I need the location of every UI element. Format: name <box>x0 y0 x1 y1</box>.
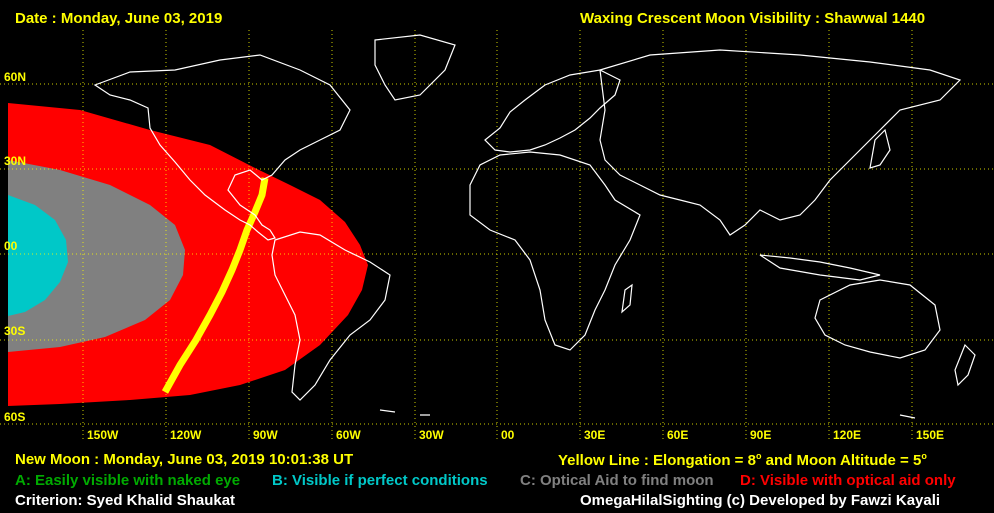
lon-label-120e: 120E <box>833 428 862 442</box>
yellow-line-legend: Yellow Line : Elongation = 8o and Moon A… <box>558 451 927 469</box>
legend-c: C: Optical Aid to find moon <box>520 472 714 489</box>
criterion-label: Criterion: Syed Khalid Shaukat <box>15 492 236 509</box>
lat-label-60n: 60N <box>4 70 27 84</box>
lon-label-00: 00 <box>501 428 515 442</box>
degree-mark: o <box>921 451 927 461</box>
yellow-line-elongation: Yellow Line : Elongation = 8 <box>558 452 756 469</box>
lon-label-30e: 30E <box>584 428 606 442</box>
credit-label: OmegaHilalSighting (c) Developed by Fawz… <box>580 492 941 509</box>
legend-a: A: Easily visible with naked eye <box>15 472 241 489</box>
lon-label-120w: 120W <box>170 428 202 442</box>
lon-label-150e: 150E <box>916 428 945 442</box>
yellow-line-altitude: and Moon Altitude = 5 <box>761 452 922 469</box>
legend-b: B: Visible if perfect conditions <box>272 472 488 489</box>
lat-label-60s: 60S <box>4 410 26 424</box>
zone-c-gray <box>8 160 185 352</box>
map-title: Waxing Crescent Moon Visibility : Shawwa… <box>580 10 926 27</box>
graticule <box>0 30 994 440</box>
lat-label-30s: 30S <box>4 324 26 338</box>
lon-label-90w: 90W <box>253 428 278 442</box>
degree-mark: o <box>755 451 762 461</box>
legend-d: D: Visible with optical aid only <box>740 472 956 489</box>
lon-label-90e: 90E <box>750 428 772 442</box>
new-moon-info: New Moon : Monday, June 03, 2019 10:01:3… <box>15 451 354 468</box>
lat-label-30n: 30N <box>4 154 27 168</box>
date-label: Date : Monday, June 03, 2019 <box>15 10 223 27</box>
coastlines <box>93 34 976 419</box>
lon-label-60e: 60E <box>667 428 689 442</box>
zone-b-cyan <box>8 195 68 316</box>
lon-label-60w: 60W <box>336 428 361 442</box>
lon-label-150w: 150W <box>87 428 119 442</box>
lon-label-30w: 30W <box>419 428 444 442</box>
yellow-line <box>161 177 269 394</box>
lat-label-00: 00 <box>4 239 18 253</box>
